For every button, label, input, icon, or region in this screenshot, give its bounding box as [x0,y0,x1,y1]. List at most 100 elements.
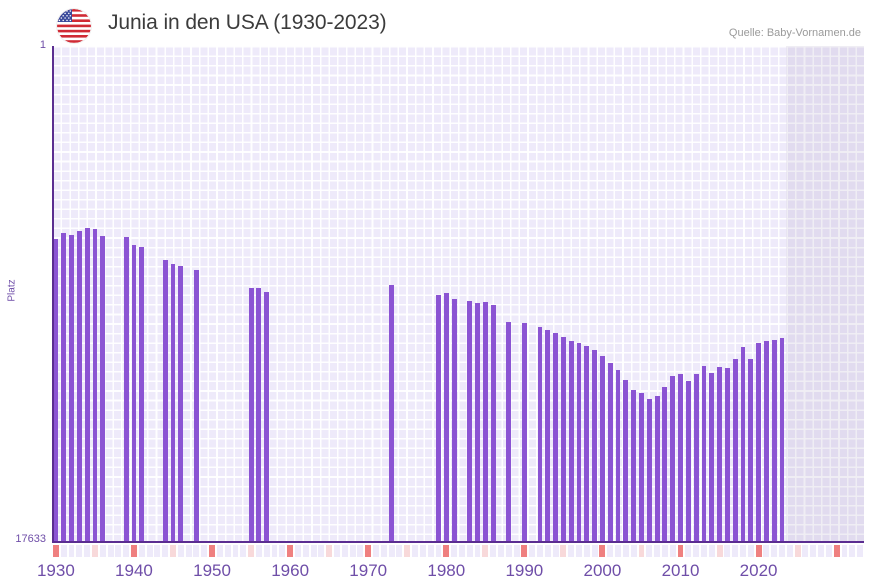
x-tick-year [560,545,567,557]
x-axis-label: 1980 [427,561,466,580]
x-tick-year [216,545,223,557]
bar [639,393,644,543]
bar [670,376,676,543]
x-tick-year [474,545,481,557]
x-tick-year [271,545,278,557]
bar [53,238,59,543]
bar [61,232,67,543]
bar [623,380,629,543]
source-attribution: Quelle: Baby-Vornamen.de [728,27,861,39]
x-tick-year [544,545,551,557]
x-tick-year [170,545,176,557]
x-tick-year [583,545,590,557]
chart-header: Junia in den USA (1930-2023) Quelle: Bab… [0,0,873,46]
x-tick-year [107,545,114,557]
x-tick-year [568,545,575,557]
x-tick-year [607,545,614,557]
bar [732,358,738,543]
x-axis-line [52,541,864,543]
bar [717,366,722,543]
x-tick-year [802,545,809,557]
x-axis-label: 2000 [583,561,622,580]
x-tick-year [818,545,824,557]
bar [170,263,176,543]
x-tick-year [123,545,130,557]
y-axis-line [52,46,54,543]
x-tick-year [419,545,426,557]
bar [779,337,785,543]
bar [748,359,754,543]
x-tick-decade [365,545,372,557]
bar [763,341,769,543]
x-tick-year [404,545,411,557]
x-tick-year [162,545,169,557]
x-axis-label: 2010 [661,561,700,580]
x-tick-year [497,545,504,557]
bar [560,336,566,543]
x-tick-year [232,545,239,557]
x-tick-year [185,545,192,557]
x-tick-year [451,545,458,557]
y-axis-title: Platz [6,279,18,302]
bar [521,322,527,543]
x-tick-year [177,545,184,557]
bar [568,340,574,543]
bar [490,305,496,543]
bar [756,342,761,543]
x-tick-year [466,545,473,557]
x-tick-year [99,545,106,557]
bar [646,398,652,543]
bar [654,395,660,543]
bar [256,288,262,543]
x-tick-year [490,545,497,557]
x-tick-year [849,545,856,557]
x-axis-label: 2020 [739,561,778,580]
x-tick-year [857,545,864,557]
bar [506,322,512,543]
x-tick-year [201,545,208,557]
bar [607,363,613,543]
x-tick-year [732,545,739,557]
x-tick-decade [677,545,684,557]
x-tick-year [505,545,512,557]
bar [740,347,746,543]
x-tick-year [310,545,317,557]
x-tick-year [669,545,676,557]
bar-series [52,46,864,543]
x-tick-year [154,545,161,557]
bar [123,236,129,543]
x-tick-year [661,545,668,557]
x-tick-decade [599,545,606,557]
x-tick-year [513,545,520,557]
x-tick-year [427,545,434,557]
bar [615,369,621,543]
x-axis-label: 1960 [271,561,310,580]
bar [178,266,184,543]
x-tick-year [646,545,653,557]
x-tick-year [138,545,145,557]
bar [482,301,488,543]
bar [701,366,707,543]
x-tick-year [537,545,543,557]
x-tick-year [91,545,98,557]
x-tick-decade [52,545,59,557]
bar [576,342,582,543]
x-tick-year [763,545,770,557]
x-tick-year [326,545,333,557]
x-tick-year [435,545,442,557]
bar [248,287,254,543]
x-tick-year [552,545,559,557]
x-tick-year [630,545,637,557]
x-tick-decade [833,545,840,557]
bar [264,292,270,543]
x-tick-year [716,545,723,557]
x-tick-year [771,545,778,557]
page-title: Junia in den USA (1930-2023) [108,11,387,34]
bar [553,333,558,543]
x-tick-decade [755,545,762,557]
x-tick-decade [209,545,215,557]
bar [76,231,82,543]
x-tick-year [615,545,621,557]
bar [194,269,199,543]
x-tick-year [794,545,801,557]
